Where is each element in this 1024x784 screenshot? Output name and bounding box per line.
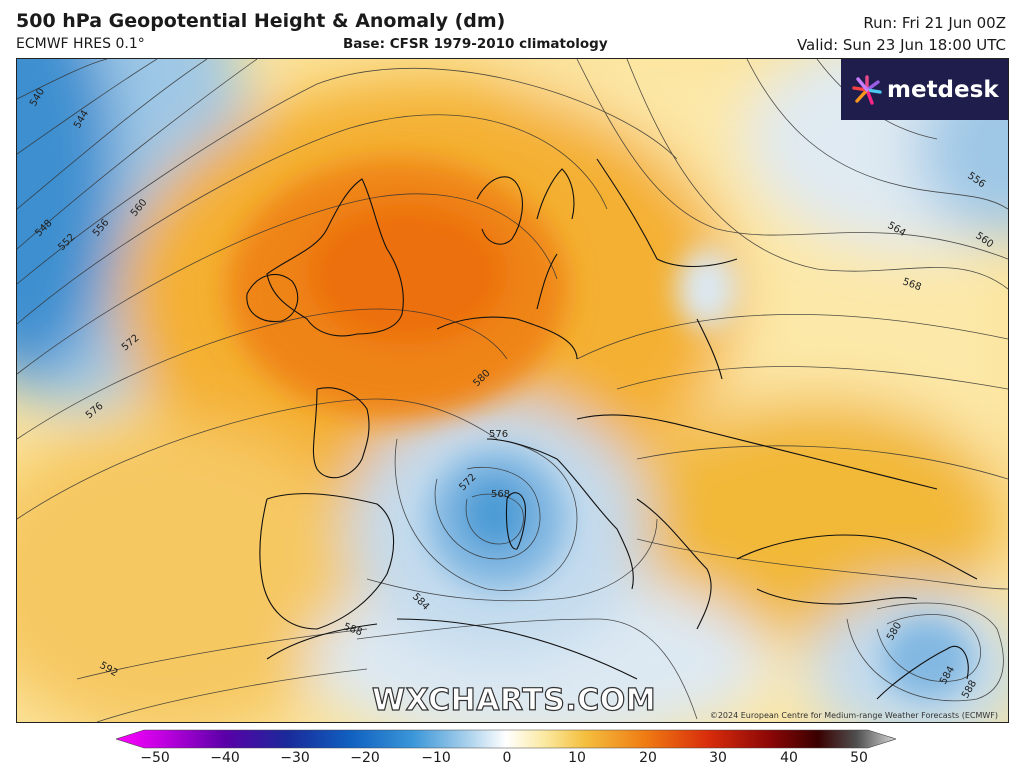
contour-label: 576 <box>489 429 508 440</box>
chart-title: 500 hPa Geopotential Height & Anomaly (d… <box>16 10 506 32</box>
metdesk-logo-icon <box>852 74 882 105</box>
colorbar-tick-label: 50 <box>850 750 868 766</box>
colorbar-tick-label: −40 <box>210 750 240 766</box>
colorbar-tick-label: −20 <box>350 750 380 766</box>
colorbar-tick-label: 0 <box>502 750 512 766</box>
coastlines <box>246 158 978 700</box>
base-climatology: Base: CFSR 1979-2010 climatology <box>343 36 608 52</box>
colorbar-tick-label: 30 <box>709 750 727 766</box>
height-contours <box>17 59 1008 722</box>
anomaly-map: 540 544 548 552 556 560 572 576 576 580 … <box>17 59 1008 722</box>
valid-time: Valid: Sun 23 Jun 18:00 UTC <box>796 36 1006 54</box>
colorbar-tick-label: 20 <box>639 750 657 766</box>
run-time: Run: Fri 21 Jun 00Z <box>863 14 1006 32</box>
anomaly-colorbar <box>116 729 896 749</box>
colorbar-tick-label: 40 <box>780 750 798 766</box>
contour-label: 568 <box>491 489 510 500</box>
metdesk-logo: metdesk <box>841 59 1008 120</box>
model-name: ECMWF HRES 0.1° <box>16 36 145 52</box>
colorbar-tick-label: −10 <box>421 750 451 766</box>
map-panel: 540 544 548 552 556 560 572 576 576 580 … <box>16 58 1009 723</box>
wxcharts-watermark: WXCHARTS.COM <box>371 682 657 718</box>
colorbar-tick-label: −30 <box>280 750 310 766</box>
colorbar-tick-label: 10 <box>568 750 586 766</box>
colorbar-tick-label: −50 <box>140 750 170 766</box>
colorbar-labels: −50 −40 −30 −20 −10 0 10 20 30 40 50 <box>0 750 1024 774</box>
metdesk-logo-text: metdesk <box>887 76 999 103</box>
copyright-notice: ©2024 European Centre for Medium-range W… <box>709 711 998 720</box>
